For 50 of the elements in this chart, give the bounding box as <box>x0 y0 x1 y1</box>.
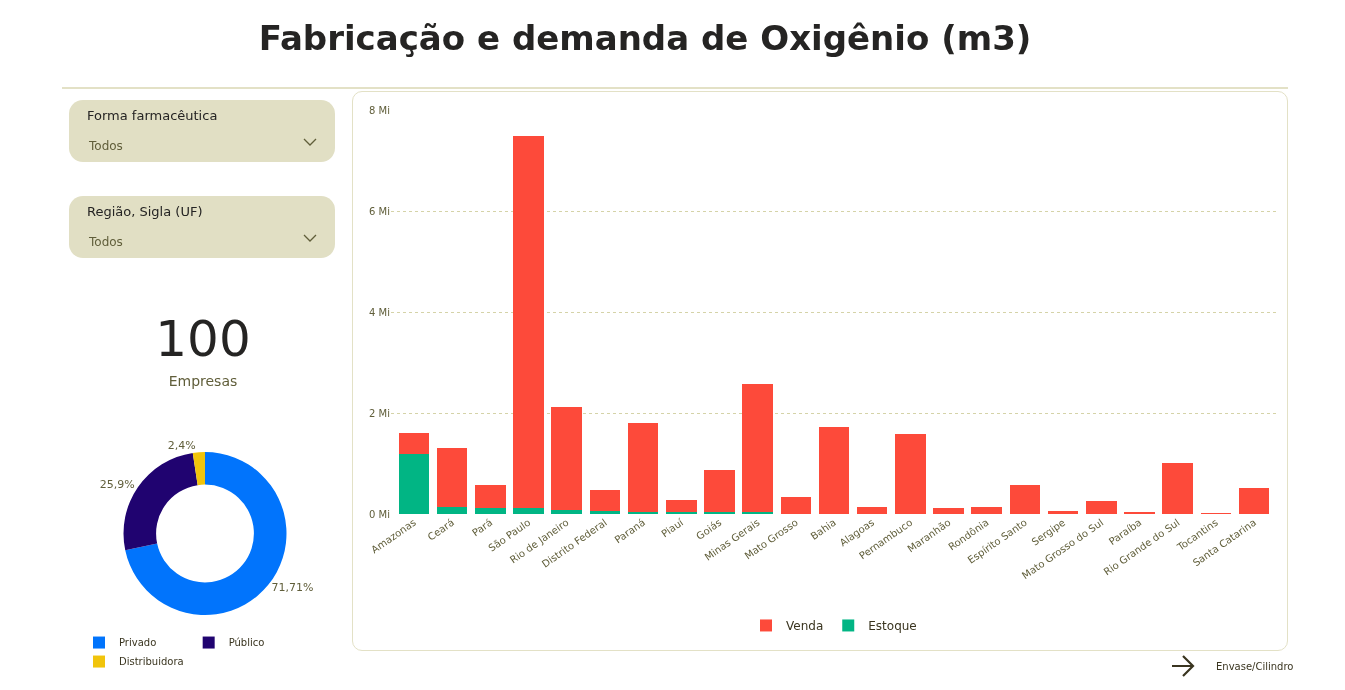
legend-label: Distribuidora <box>119 656 184 668</box>
bar <box>513 136 544 509</box>
bar <box>895 434 926 514</box>
text: 100 <box>154 310 252 368</box>
legend-label: Privado <box>119 637 157 649</box>
donut-slice <box>192 452 205 486</box>
bar <box>627 423 659 512</box>
bar <box>475 484 506 508</box>
bar <box>398 432 430 455</box>
bar <box>665 499 697 513</box>
bar <box>1238 487 1270 514</box>
data-label: 71,71% <box>271 580 314 594</box>
text: Envase/Cilindro <box>1216 661 1294 672</box>
bar <box>742 384 773 513</box>
bar <box>1162 463 1193 514</box>
text: Empresas <box>167 373 239 389</box>
bar <box>475 507 506 514</box>
legend-label: Estoque <box>868 619 917 634</box>
bar <box>1009 484 1041 514</box>
bar <box>933 507 964 514</box>
text: Todos <box>89 139 123 153</box>
y-tick-label: 6 Mi <box>369 205 390 217</box>
bar <box>398 454 430 514</box>
bar <box>971 506 1003 514</box>
chart-title: Fabricação e demanda de Oxigênio (m3) <box>257 18 1033 58</box>
bar <box>551 407 582 510</box>
y-tick-label: 8 Mi <box>369 104 390 116</box>
bar <box>436 448 468 507</box>
bar <box>818 427 850 514</box>
legend-label: Venda <box>786 619 824 634</box>
bar <box>1047 510 1079 514</box>
y-tick-label: 4 Mi <box>369 306 390 318</box>
bar <box>1086 501 1117 514</box>
text: Região, Sigla (UF) <box>87 204 203 219</box>
bar <box>436 506 468 514</box>
y-tick-label: 0 Mi <box>369 508 390 520</box>
data-label: 2,4% <box>167 439 196 453</box>
data-label: 25,9% <box>99 478 135 492</box>
bar <box>780 497 812 514</box>
legend-label: Público <box>228 637 265 649</box>
bar <box>589 510 621 514</box>
bar <box>551 509 582 514</box>
y-tick-label: 2 Mi <box>369 407 390 419</box>
bar <box>704 470 735 513</box>
bar <box>627 511 659 514</box>
text: Forma farmacêutica <box>87 108 218 123</box>
bar <box>589 489 621 511</box>
bar <box>856 507 888 514</box>
bar <box>513 508 544 514</box>
text: Todos <box>89 235 123 249</box>
